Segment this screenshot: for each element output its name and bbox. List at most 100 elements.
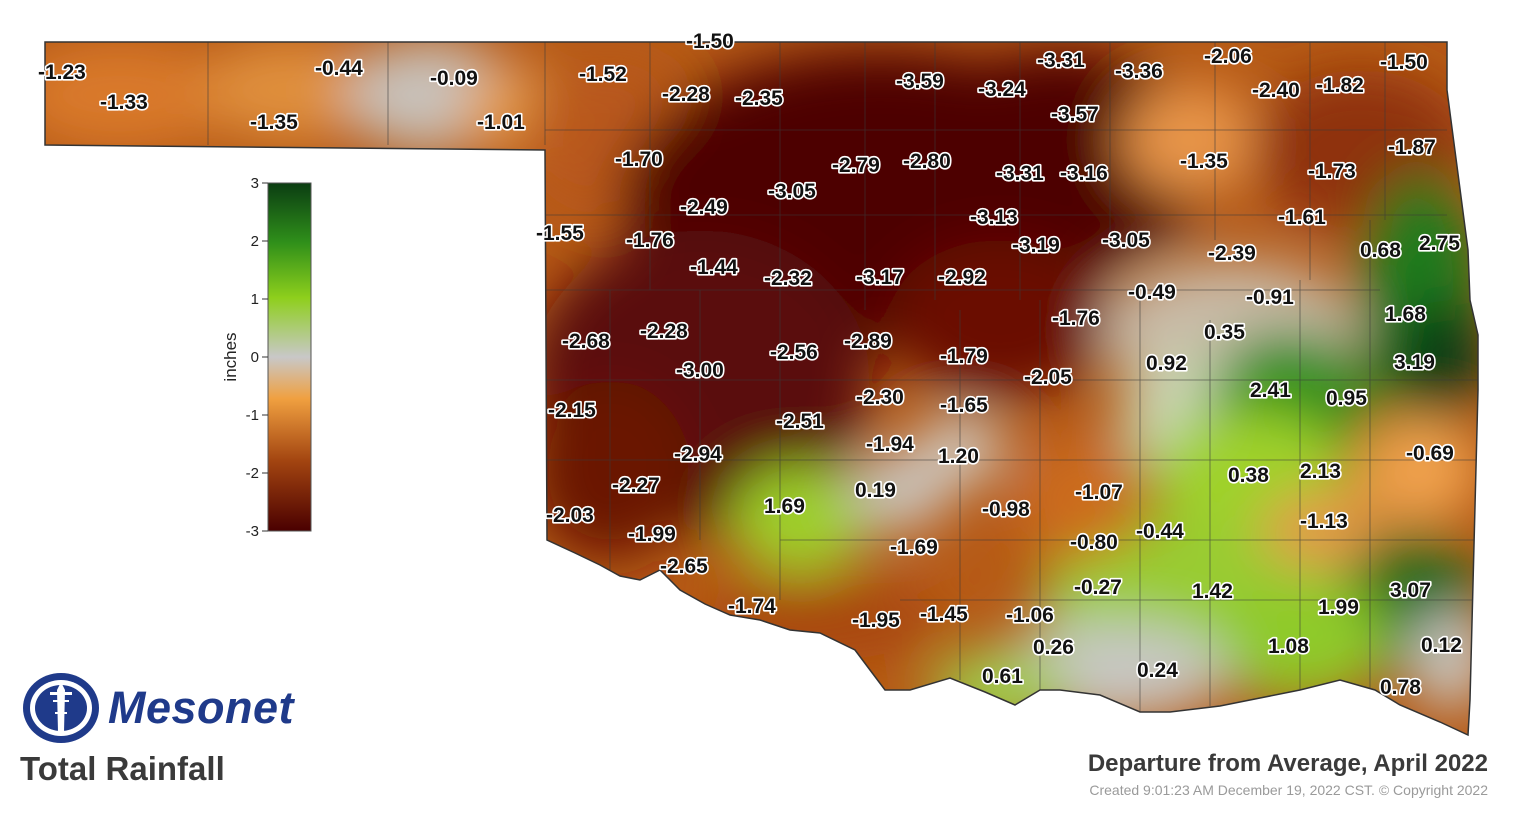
- station-value: -0.80: [1070, 531, 1118, 554]
- station-value: -1.95: [852, 609, 900, 632]
- station-value: -0.09: [430, 67, 478, 90]
- station-value: 1.42: [1192, 580, 1233, 603]
- legend-tick-label: 2: [251, 233, 259, 250]
- station-value: -1.52: [579, 63, 627, 86]
- station-value: -0.44: [315, 57, 363, 80]
- station-value: -1.74: [728, 595, 776, 618]
- station-value: 0.78: [1380, 676, 1421, 699]
- station-value: -2.49: [680, 196, 728, 219]
- station-value: 3.19: [1394, 351, 1435, 374]
- county-boundaries: [207, 42, 1478, 712]
- station-value: -2.56: [770, 341, 818, 364]
- station-value: -1.35: [250, 111, 298, 134]
- station-value: 0.61: [982, 665, 1023, 688]
- station-value: -3.16: [1060, 162, 1108, 185]
- station-value: 0.35: [1204, 321, 1245, 344]
- station-value: -2.28: [662, 83, 710, 106]
- station-value: 3.07: [1390, 579, 1431, 602]
- station-value: -1.73: [1308, 160, 1356, 183]
- station-value: -1.61: [1278, 206, 1326, 229]
- station-value: -2.03: [546, 504, 594, 527]
- station-value: -3.59: [896, 70, 944, 93]
- station-value: -2.35: [735, 87, 783, 110]
- station-value: -2.51: [776, 410, 824, 433]
- station-value: -0.98: [982, 498, 1030, 521]
- product-title: Total Rainfall: [20, 750, 225, 787]
- station-value: -2.30: [856, 386, 904, 409]
- station-value: -1.76: [626, 229, 674, 252]
- station-value: 0.24: [1137, 659, 1178, 682]
- station-value: -1.87: [1388, 136, 1436, 159]
- station-value: 1.68: [1385, 303, 1426, 326]
- mesonet-brand: Mesonet: [20, 668, 294, 748]
- station-values: -1.23 -1.33 -0.44 -1.35 -0.09 -1.01 -1.5…: [36, 28, 1463, 700]
- legend-tick-label: -2: [246, 465, 259, 482]
- station-value: -1.82: [1316, 74, 1364, 97]
- station-value: -1.99: [628, 523, 676, 546]
- station-value: -2.39: [1208, 242, 1256, 265]
- station-value: -2.15: [548, 399, 596, 422]
- station-value: 0.19: [855, 479, 896, 502]
- station-value: 0.26: [1033, 636, 1074, 659]
- station-value: -1.33: [100, 91, 148, 114]
- legend-tick-label: 1: [251, 291, 259, 308]
- station-value: -3.24: [978, 78, 1026, 101]
- station-value: -1.70: [615, 148, 663, 171]
- station-value: -1.79: [940, 345, 988, 368]
- station-value: 0.68: [1360, 239, 1401, 262]
- station-value: 1.20: [938, 445, 979, 468]
- station-value: -1.76: [1052, 307, 1100, 330]
- station-value: -0.69: [1406, 442, 1454, 465]
- station-value: -1.23: [38, 61, 86, 84]
- station-value: 0.38: [1228, 464, 1269, 487]
- station-value: -3.31: [996, 162, 1044, 185]
- station-value: -1.65: [940, 394, 988, 417]
- station-value: -3.36: [1115, 60, 1163, 83]
- station-value: -3.17: [856, 266, 904, 289]
- station-value: -3.05: [768, 180, 816, 203]
- station-value: -1.45: [920, 603, 968, 626]
- legend-tick-label: 3: [251, 175, 259, 192]
- station-value: -0.44: [1136, 520, 1184, 543]
- station-value: -1.35: [1180, 150, 1228, 173]
- station-value: -2.79: [832, 154, 880, 177]
- station-value: -1.55: [536, 222, 584, 245]
- mesonet-tower-icon: [23, 673, 99, 743]
- station-value: -1.44: [690, 256, 738, 279]
- station-value: -2.65: [660, 555, 708, 578]
- station-value: -2.89: [844, 330, 892, 353]
- station-value: -3.13: [970, 206, 1018, 229]
- station-value: 0.95: [1326, 387, 1367, 410]
- station-value: -2.40: [1252, 79, 1300, 102]
- station-value: -1.07: [1075, 481, 1123, 504]
- station-value: -2.94: [674, 443, 722, 466]
- station-value: -2.80: [903, 150, 951, 173]
- station-value: 2.75: [1419, 232, 1460, 255]
- station-value: -3.00: [676, 359, 724, 382]
- station-value: -1.50: [1380, 51, 1428, 74]
- station-value: 1.69: [764, 495, 805, 518]
- station-value: -0.91: [1246, 286, 1294, 309]
- station-value: -2.27: [612, 474, 660, 497]
- oklahoma-state-outline: [44, 41, 1479, 737]
- legend-unit-label: inches: [221, 332, 240, 381]
- legend-tick-label: -1: [246, 407, 259, 424]
- legend-ticks: 3 2 1 0 -1 -2 -3: [246, 175, 268, 540]
- station-value: -1.94: [866, 433, 914, 456]
- station-value: -2.32: [764, 267, 812, 290]
- station-value: -1.13: [1300, 510, 1348, 533]
- station-value: -3.05: [1102, 229, 1150, 252]
- station-value: -0.27: [1074, 576, 1122, 599]
- station-value: -2.92: [938, 266, 986, 289]
- created-timestamp: Created 9:01:23 AM December 19, 2022 CST…: [1089, 782, 1488, 798]
- station-value: -2.05: [1024, 366, 1072, 389]
- rainfall-shading: [45, 42, 1478, 735]
- station-value: 1.08: [1268, 635, 1309, 658]
- legend-tick-label: -3: [246, 523, 259, 540]
- station-value: -3.19: [1012, 234, 1060, 257]
- station-value: -3.31: [1037, 49, 1085, 72]
- station-value: -2.28: [640, 320, 688, 343]
- station-value: 2.41: [1250, 379, 1291, 402]
- station-value: 0.12: [1421, 634, 1462, 657]
